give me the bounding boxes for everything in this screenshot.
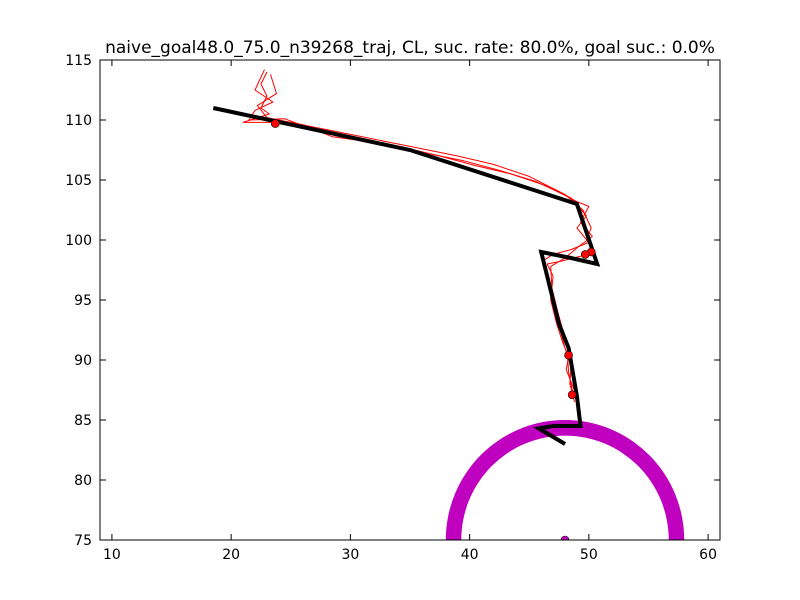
y-tick-label-80: 80 [74,473,92,489]
x-tick-label-10: 10 [103,547,121,563]
x-tick-label-20: 20 [222,547,240,563]
trajectory-end-marker-4 [564,350,573,360]
y-tick-label-110: 110 [65,113,92,129]
plot-area [212,69,685,540]
y-tick-label-95: 95 [74,293,92,309]
goal-point-marker [560,535,570,540]
y-tick-label-85: 85 [74,413,92,429]
y-tick-label-100: 100 [65,233,92,249]
y-tick-label-115: 115 [65,53,92,69]
goal-region [445,420,685,540]
x-tick-label-50: 50 [580,547,598,563]
x-tick-label-60: 60 [699,547,717,563]
x-tick-label-40: 40 [461,547,479,563]
y-tick-label-75: 75 [74,533,92,549]
reference-path-line [212,106,601,446]
chart-title: naive_goal48.0_75.0_n39268_traj, CL, suc… [105,38,715,58]
trajectory-end-marker-5 [567,390,577,400]
y-tick-label-90: 90 [74,353,92,369]
y-tick-label-105: 105 [65,173,92,189]
trajectory-end-marker-1 [270,119,280,128]
axis-ticks: 10 20 30 40 50 60 75 80 85 90 95 100 105 110 115 [65,53,720,563]
trajectory-end-marker-3 [580,250,590,259]
x-tick-label-30: 30 [341,547,359,563]
